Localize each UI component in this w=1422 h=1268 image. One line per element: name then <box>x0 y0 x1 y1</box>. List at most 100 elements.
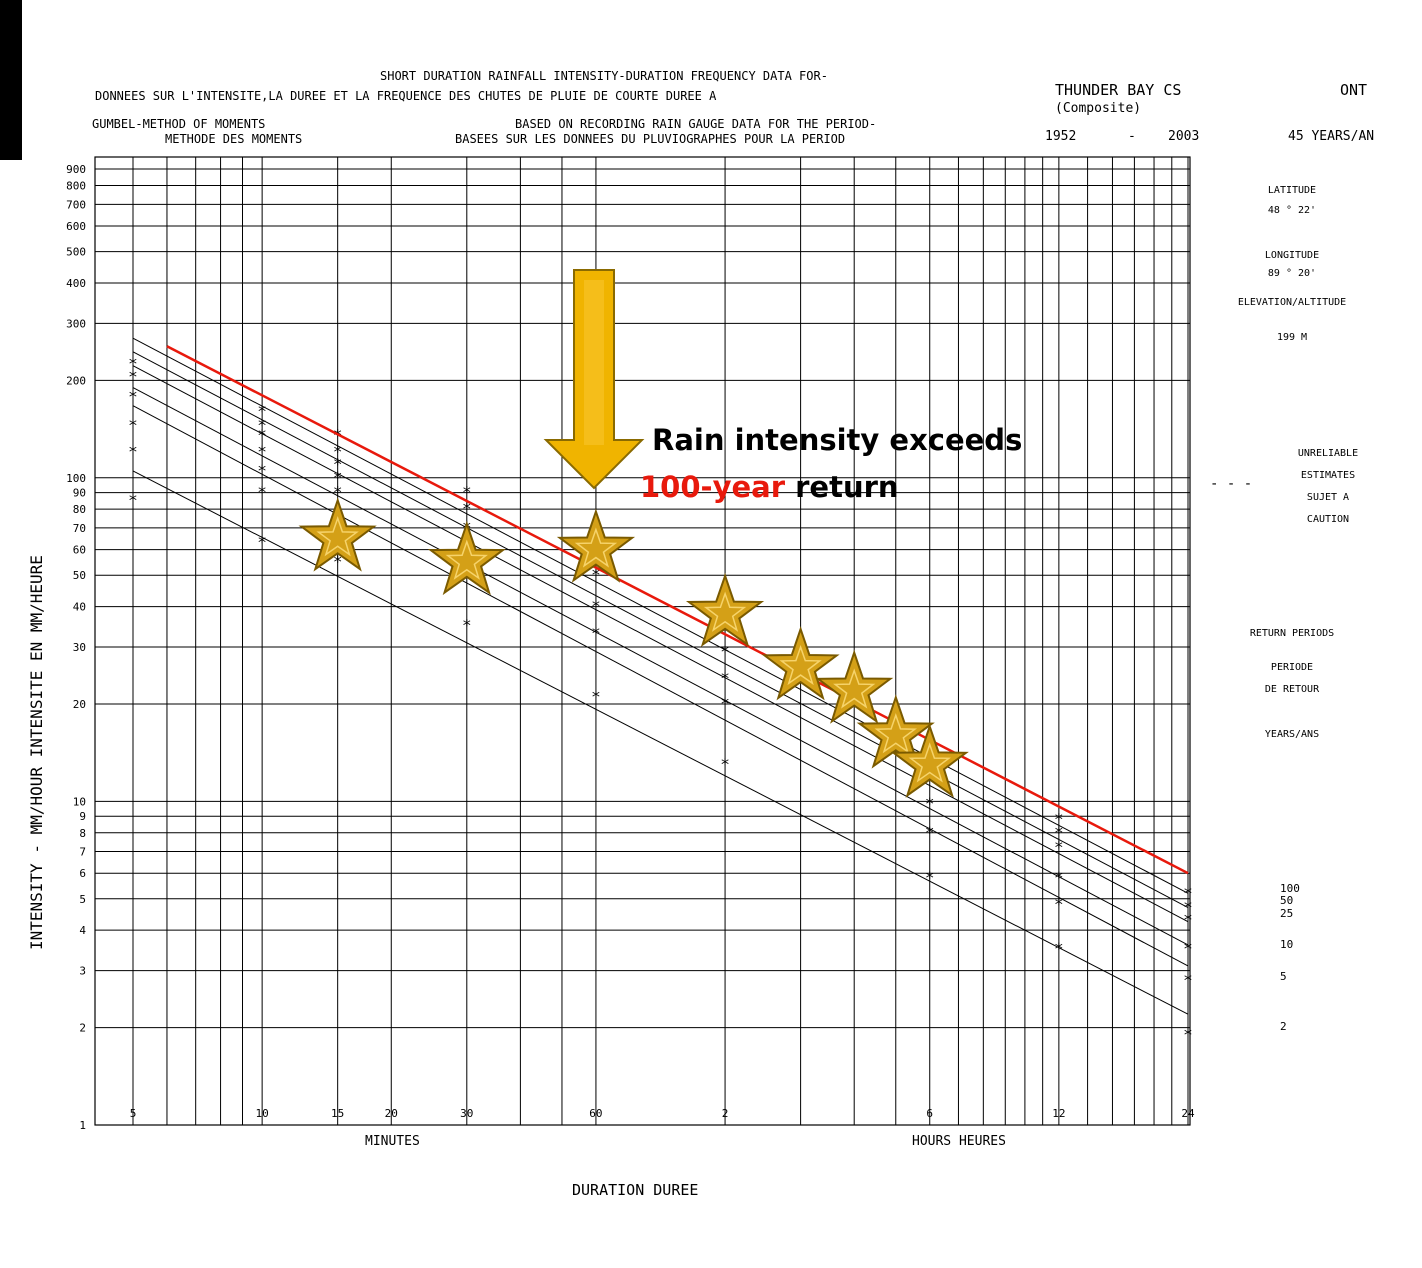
observed-point: * <box>257 483 267 502</box>
observed-point: * <box>1183 939 1193 958</box>
observed-point: * <box>591 687 601 706</box>
y-tick-label: 7 <box>79 846 86 859</box>
observed-point: * <box>720 694 730 713</box>
x-tick-label: 60 <box>589 1107 602 1120</box>
event-star-inner <box>703 591 747 632</box>
x-tick-label: 20 <box>385 1107 398 1120</box>
province: ONT <box>1340 81 1367 99</box>
x-tick-label: 5 <box>130 1107 137 1120</box>
observed-point: * <box>925 823 935 842</box>
y-tick-label: 20 <box>73 698 86 711</box>
event-star-inner <box>779 644 822 686</box>
unreliable-line4: CAUTION <box>1307 514 1349 525</box>
event-star <box>556 508 636 583</box>
plot-frame <box>94 156 1191 1126</box>
y-tick-label: 40 <box>73 601 86 614</box>
observed-point: * <box>1054 838 1064 857</box>
y-tick-label: 2 <box>79 1022 86 1035</box>
observed-point: * <box>591 624 601 643</box>
observed-point: * <box>462 499 472 518</box>
record-years: 45 YEARS/AN <box>1288 129 1374 144</box>
y-tick-label: 800 <box>66 180 86 193</box>
y-tick-labels: 1 2 3 4 5 6 7 8 9 10 20 30 40 50 60 70 80 90 100 200 300 400 5… <box>66 163 86 1132</box>
basis-english: BASED ON RECORDING RAIN GAUGE DATA FOR T… <box>515 117 876 131</box>
annotation-100-year: 100-year <box>640 470 786 504</box>
method-english: GUMBEL-METHOD OF MOMENTS <box>92 117 265 131</box>
unreliable-line2: ESTIMATES <box>1301 470 1355 481</box>
x-tick-label: 6 <box>926 1107 933 1120</box>
title-french: DONNEES SUR L'INTENSITE,LA DUREE ET LA F… <box>95 89 717 103</box>
annotation-line1: Rain intensity exceeds <box>652 423 1022 457</box>
observed-point: * <box>257 442 267 461</box>
y-tick-label: 500 <box>66 246 86 259</box>
observed-point: * <box>1183 898 1193 917</box>
event-star-inner <box>445 539 488 580</box>
latitude-value: 48 ° 22' <box>1268 205 1316 216</box>
periode-label: PERIODE <box>1271 662 1313 673</box>
event-star <box>761 625 840 701</box>
observed-point: * <box>1054 939 1064 958</box>
y-tick-label: 10 <box>73 795 86 808</box>
observed-point: * <box>1054 868 1064 887</box>
elevation-label: ELEVATION/ALTITUDE <box>1238 297 1346 308</box>
observed-point: * <box>333 468 343 487</box>
return-label-50: 50 <box>1280 894 1293 907</box>
chart-header: SHORT DURATION RAINFALL INTENSITY-DURATI… <box>92 69 1374 146</box>
observed-point: * <box>1183 883 1193 902</box>
x-axis-title: DURATION DUREE <box>572 1181 698 1199</box>
station-name: THUNDER BAY CS <box>1055 81 1181 99</box>
down-arrow-shine <box>584 280 604 445</box>
basis-french: BASEES SUR LES DONNEES DU PLUVIOGRAPHES … <box>455 132 845 146</box>
period-start: 1952 <box>1045 129 1076 144</box>
event-star-inner <box>316 516 359 557</box>
x-tick-label: 2 <box>722 1107 729 1120</box>
observed-point: * <box>925 868 935 887</box>
y-tick-label: 5 <box>79 893 86 906</box>
event-star-inner <box>833 668 876 709</box>
return-line-25 <box>132 365 1189 923</box>
x-label-minutes: MINUTES <box>365 1134 420 1149</box>
y-tick-label: 8 <box>79 827 86 840</box>
station-info-panel: LATITUDE 48 ° 22' LONGITUDE 89 ° 20' ELE… <box>1210 185 1358 740</box>
observed-point: * <box>257 461 267 480</box>
observed-point: * <box>257 416 267 435</box>
y-tick-label: 80 <box>73 503 86 516</box>
grid-lines <box>94 156 1191 1126</box>
return-label-5: 5 <box>1280 970 1287 983</box>
elevation-value: 199 M <box>1277 332 1307 343</box>
y-tick-label: 300 <box>66 317 86 330</box>
latitude-label: LATITUDE <box>1268 185 1316 196</box>
return-label-2: 2 <box>1280 1020 1287 1033</box>
period-end: 2003 <box>1168 129 1199 144</box>
event-star <box>298 497 377 572</box>
x-tick-label: 30 <box>460 1107 473 1120</box>
return-label-25: 25 <box>1280 907 1293 920</box>
title-english: SHORT DURATION RAINFALL INTENSITY-DURATI… <box>380 69 828 83</box>
event-star-inner <box>908 742 951 783</box>
return-label-10: 10 <box>1280 938 1293 951</box>
return-line-2 <box>132 470 1189 1015</box>
observed-point: * <box>128 354 138 373</box>
event-stars <box>298 497 969 798</box>
return-line-5 <box>132 405 1189 967</box>
observed-point: * <box>591 565 601 584</box>
observed-point: * <box>1054 809 1064 828</box>
x-tick-label: 10 <box>256 1107 269 1120</box>
y-axis-title: INTENSITY - MM/HOUR INTENSITE EN MM/HEUR… <box>27 555 46 950</box>
y-tick-label: 30 <box>73 641 86 654</box>
observed-point: * <box>1054 823 1064 842</box>
observed-point: * <box>333 552 343 571</box>
y-tick-label: 50 <box>73 569 86 582</box>
longitude-label: LONGITUDE <box>1265 250 1319 261</box>
observed-point: * <box>1183 1025 1193 1044</box>
period-dash: - <box>1128 129 1136 144</box>
observed-point: * <box>720 755 730 774</box>
observed-point: * <box>1183 910 1193 929</box>
observed-point: * <box>925 794 935 813</box>
observed-point: * <box>462 615 472 634</box>
y-tick-label: 4 <box>79 924 86 937</box>
unreliable-line3: SUJET A <box>1307 492 1349 503</box>
y-tick-label: 6 <box>79 867 86 880</box>
